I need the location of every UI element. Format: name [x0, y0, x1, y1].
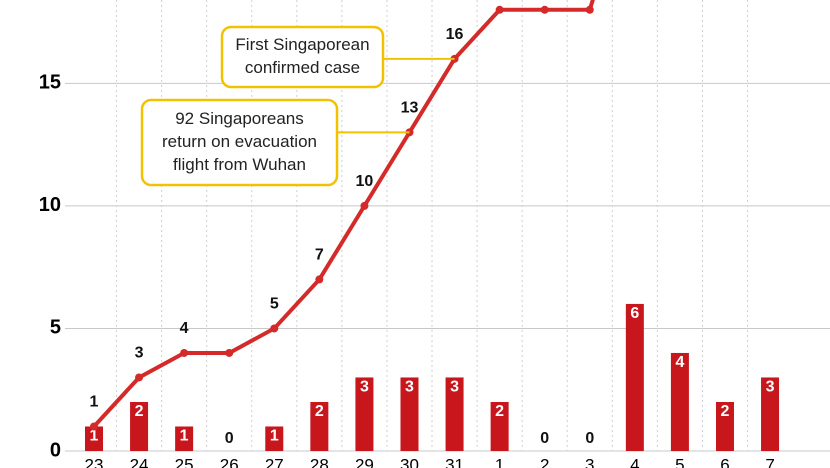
- bar: [175, 426, 194, 451]
- x-tick-label: 29: [355, 455, 374, 468]
- annotation-text: confirmed case: [245, 58, 360, 77]
- line: [92, 0, 595, 428]
- x-tick-label: 5: [675, 455, 684, 468]
- y-tick-label: 5: [50, 317, 61, 339]
- line-point: [270, 324, 279, 333]
- line-point: [360, 201, 369, 210]
- x-tick-label: 7: [765, 455, 774, 468]
- annotation-text: 92 Singaporeans: [175, 109, 304, 128]
- bar-label: 1: [90, 428, 99, 445]
- bar: [400, 377, 419, 451]
- line-label: 10: [356, 173, 374, 190]
- bar: [625, 303, 644, 451]
- bar: [761, 377, 780, 451]
- x-tick-label: 28: [310, 455, 329, 468]
- y-tick-label: 0: [50, 439, 61, 461]
- bar-label: 1: [270, 428, 279, 445]
- line-point: [225, 348, 234, 357]
- bar-label: 6: [630, 305, 639, 322]
- x-tick-label: 27: [265, 455, 284, 468]
- x-tick-label: 24: [130, 455, 149, 468]
- bar: [265, 426, 284, 451]
- line-label: 16: [446, 26, 464, 43]
- line-point: [180, 348, 189, 357]
- x-tick-label: 1: [495, 455, 504, 468]
- bar-label: 0: [540, 430, 549, 447]
- bar-label: 1: [180, 428, 189, 445]
- bar: [445, 377, 464, 451]
- annotation-box: [140, 98, 339, 187]
- x-tick-label: 31: [445, 455, 464, 468]
- bar: [490, 401, 509, 451]
- bar-label: 3: [360, 379, 369, 396]
- line-point: [585, 5, 594, 14]
- x-tick-label: 30: [400, 455, 419, 468]
- line-label: 4: [180, 320, 189, 337]
- y-tick-label: 10: [39, 194, 61, 216]
- line-label: 7: [315, 247, 324, 264]
- x-tick-label: 6: [720, 455, 729, 468]
- bar: [130, 401, 149, 451]
- x-tick-label: 4: [630, 455, 639, 468]
- bar: [85, 426, 103, 451]
- y-tick-label: 15: [39, 72, 61, 94]
- bar-label: 3: [405, 379, 414, 396]
- bar-label: 0: [585, 430, 594, 447]
- bar: [715, 401, 734, 451]
- bar: [310, 401, 329, 451]
- bar-label: 2: [495, 403, 504, 420]
- bar-label: 3: [766, 379, 775, 396]
- x-tick-label: 2: [540, 455, 549, 468]
- bar: [670, 352, 689, 451]
- line-point: [90, 422, 98, 431]
- annotation-box: [220, 25, 385, 89]
- line-point: [495, 5, 504, 14]
- bar-label: 4: [675, 354, 684, 371]
- bar-label: 0: [225, 430, 234, 447]
- line-label: 5: [270, 296, 279, 313]
- line-label: 13: [401, 100, 419, 117]
- annotation-text: First Singaporean: [235, 35, 369, 54]
- bar: [355, 377, 374, 451]
- x-tick-label: 3: [585, 455, 594, 468]
- annotation-text: return on evacuation: [162, 132, 317, 151]
- line-label: 1: [90, 394, 99, 411]
- x-tick-label: 23: [85, 455, 104, 468]
- x-tick-label: 25: [175, 455, 194, 468]
- bar-label: 2: [135, 403, 144, 420]
- bar-label: 2: [315, 403, 324, 420]
- x-tick-label: 26: [220, 455, 239, 468]
- bar-label: 3: [450, 379, 459, 396]
- line-point: [315, 275, 324, 284]
- line-point: [135, 373, 144, 382]
- bar-label: 2: [721, 403, 730, 420]
- line-point: [540, 5, 549, 14]
- annotation-text: flight from Wuhan: [173, 155, 306, 174]
- line-label: 3: [135, 345, 144, 362]
